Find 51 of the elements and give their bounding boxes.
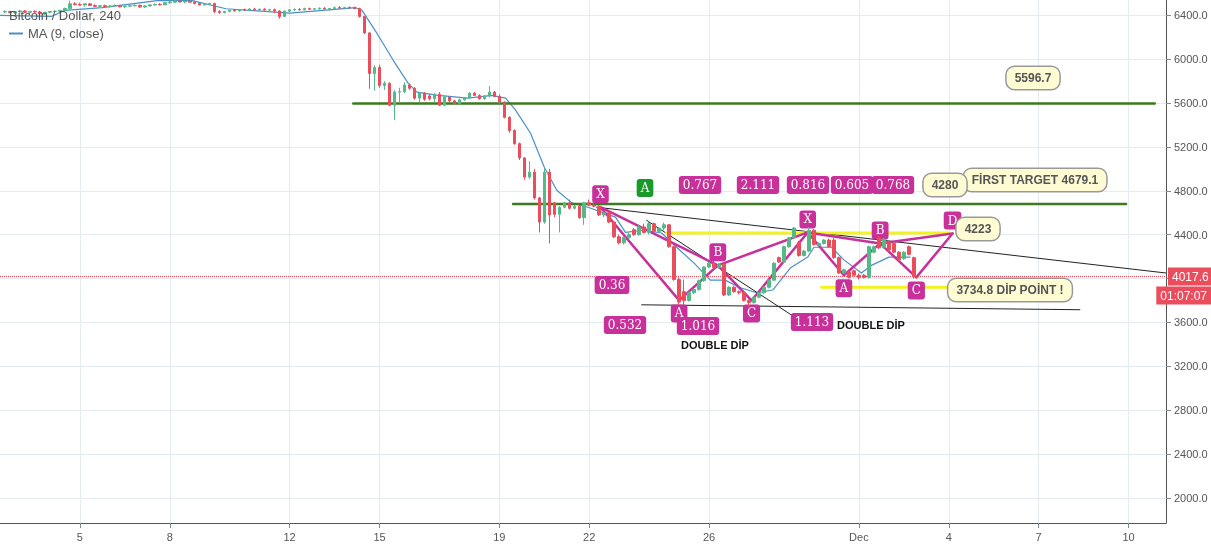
legend-label: MA (9, close) [28,26,104,41]
x-tick-label: 5 [76,530,83,543]
y-tick-label: 4800.0 [1174,184,1208,197]
annotation: 2.111 [740,178,776,192]
y-tick-label: 4400.0 [1174,228,1208,241]
annotation: DOUBLE DİP [837,319,905,331]
annotation: 3734.8 DİP POİNT ! [956,282,1064,297]
annotation: 1.016 [680,319,716,333]
y-tick-label: 6000.0 [1174,53,1208,66]
x-tick-label: Dec [849,530,870,543]
annotation: DOUBLE DİP [681,339,749,351]
y-tick-label: 6400.0 [1174,9,1208,22]
annotation: 0.816 [790,178,826,192]
annotation: 0.605 [834,178,870,192]
x-tick-label: 19 [493,530,506,543]
x-tick-label: 15 [373,530,386,543]
data-label: A [838,281,849,296]
y-tick-label: 5600.0 [1174,97,1208,110]
data-label: C [911,283,921,298]
ref-line-label: 4017.6 [1172,269,1210,284]
data-label: B [713,245,723,260]
data-label: X [803,212,813,227]
annotation: 0.532 [607,318,643,332]
data-label: A [673,306,684,321]
x-tick-label: 8 [166,530,173,543]
annotation: 4223 [964,222,992,236]
annotation: 5596.7 [1014,71,1052,85]
annotation: 0.36 [598,278,626,292]
y-tick-label: 2400.0 [1174,447,1208,460]
y-tick-label: 3200.0 [1174,360,1208,373]
annotation: FİRST TARGET 4679.1 [971,172,1099,187]
x-tick-label: 7 [1035,530,1042,543]
annotation: A [639,181,650,195]
y-tick-label: 2800.0 [1174,404,1208,417]
y-tick-label: 5200.0 [1174,140,1208,153]
annotation: 01:07:07 [1160,288,1208,303]
x-tick-label: 10 [1122,530,1135,543]
data-label: B [875,223,885,238]
annotation: 0.768 [875,178,911,192]
data-label: X [596,187,606,202]
y-tick-label: 3600.0 [1174,316,1208,329]
annotation: 1.113 [794,315,830,329]
x-tick-label: 22 [583,530,596,543]
annotation: 0.767 [682,178,718,192]
x-tick-label: 26 [702,530,716,543]
x-tick-label: 12 [283,530,296,543]
x-tick-label: 4 [945,530,952,543]
data-label: C [746,306,757,321]
y-tick-label: 2000.0 [1174,491,1208,504]
data-label: D [947,213,958,228]
annotation: 4280 [931,178,959,192]
